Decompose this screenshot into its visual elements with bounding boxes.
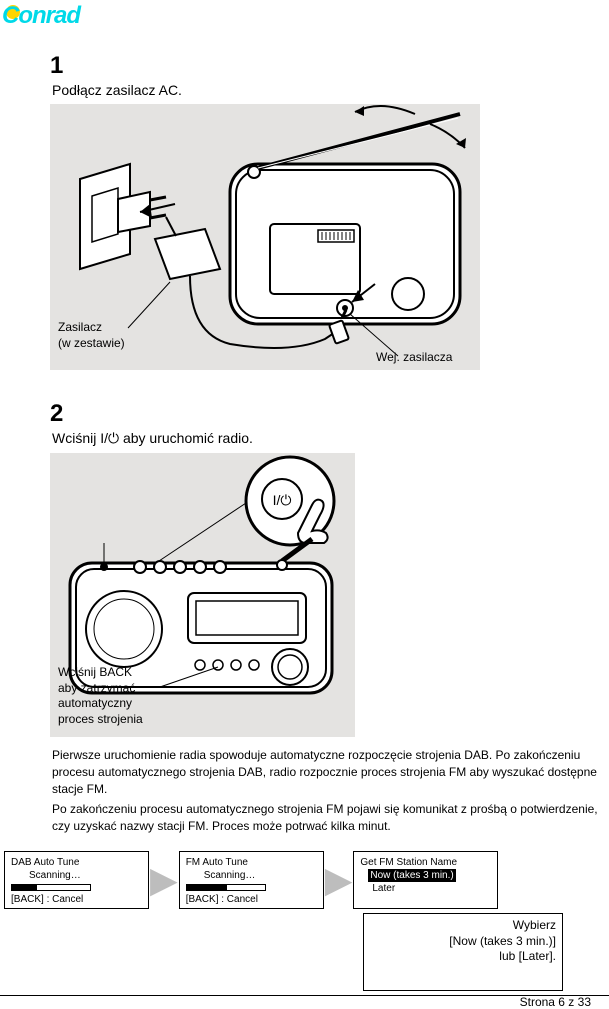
- lcd-fm-line3: [BACK] : Cancel: [186, 893, 317, 906]
- step-1-title: Podłącz zasilacz AC.: [52, 82, 609, 98]
- step-1-number: 1: [50, 52, 609, 80]
- instruction-line1: Wybierz: [370, 918, 556, 934]
- lcd-get-option-later: Later: [372, 882, 491, 895]
- instruction-box: Wybierz [Now (takes 3 min.)] lub [Later]…: [363, 913, 563, 991]
- step-2-number: 2: [50, 400, 609, 428]
- lcd-screen-dab: DAB Auto Tune Scanning… [BACK] : Cancel: [4, 851, 149, 909]
- arrow-icon: ▶: [150, 862, 178, 898]
- lcd-fm-line1: FM Auto Tune: [186, 856, 317, 869]
- arrow-icon: ▶: [325, 862, 353, 898]
- fig1-label-jack: Wej. zasilacza: [376, 350, 452, 366]
- logo-yellow-dot: [6, 5, 20, 19]
- lcd-screen-fm: FM Auto Tune Scanning… [BACK] : Cancel: [179, 851, 324, 909]
- logo-letter-c: C: [2, 2, 18, 30]
- step-2-title: Wciśnij I/⏻ aby uruchomić radio.: [52, 430, 609, 447]
- power-icon: I/⏻: [273, 492, 292, 508]
- lcd-dab-line1: DAB Auto Tune: [11, 856, 142, 869]
- lcd-get-option-now: Now (takes 3 min.): [368, 869, 455, 882]
- step-2-paragraph-2: Po zakończeniu procesu automatycznego st…: [52, 801, 609, 835]
- brand-logo-text: Conrad: [2, 2, 80, 29]
- lcd-screens-row: DAB Auto Tune Scanning… [BACK] : Cancel …: [4, 851, 609, 909]
- lcd-dab-line3: [BACK] : Cancel: [11, 893, 142, 906]
- page-number: Strona 6 z 33: [0, 995, 591, 1009]
- figure-1-power-connection: Zasilacz (w zestawie) Wej. zasilacza: [50, 104, 480, 370]
- brand-logo: Conrad: [2, 2, 609, 30]
- lcd-fm-line2: Scanning…: [204, 869, 317, 882]
- fig2-label-back: Wciśnij BACK aby zatrzymać automatyczny …: [58, 665, 143, 727]
- lcd-screen-getname: Get FM Station Name Now (takes 3 min.) L…: [353, 851, 498, 909]
- instruction-line3: lub [Later].: [370, 949, 556, 965]
- lcd-get-line1: Get FM Station Name: [360, 856, 491, 869]
- lcd-fm-progress: [186, 884, 266, 891]
- figure-2-power-on: I/⏻ Wciśnij BACK aby zatr: [50, 453, 355, 737]
- fig1-label-adapter: Zasilacz (w zestawie): [58, 320, 125, 351]
- lcd-dab-progress: [11, 884, 91, 891]
- step-2-paragraph-1: Pierwsze uruchomienie radia spowoduje au…: [52, 747, 609, 797]
- instruction-line2: [Now (takes 3 min.)]: [370, 934, 556, 950]
- lcd-dab-line2: Scanning…: [29, 869, 142, 882]
